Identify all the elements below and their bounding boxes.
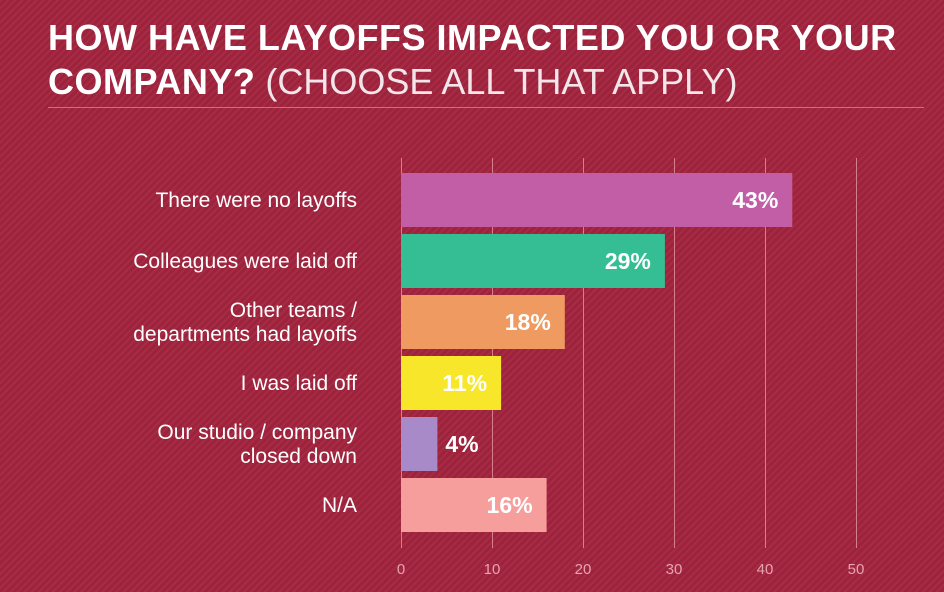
category-label-line: Other teams / bbox=[230, 299, 357, 322]
bar bbox=[401, 417, 438, 471]
category-label: Other teams / departments had layoffs bbox=[133, 299, 357, 346]
x-tick-label: 10 bbox=[484, 561, 501, 578]
category-label: There were no layoffs bbox=[155, 189, 357, 212]
data-label: 16% bbox=[487, 492, 533, 518]
data-label: 18% bbox=[505, 309, 551, 335]
bars: 43% 29% 18% 11% 4% 16% bbox=[401, 173, 793, 532]
category-label-line: I was laid off bbox=[241, 372, 358, 395]
category-labels: There were no layoffs Colleagues were lai… bbox=[133, 189, 357, 517]
category-label-line: There were no layoffs bbox=[155, 189, 357, 212]
x-tick-label: 30 bbox=[666, 561, 683, 578]
x-tick-label: 50 bbox=[848, 561, 865, 578]
title-divider bbox=[48, 107, 924, 108]
chart-title-main: HOW HAVE LAYOFFS IMPACTED YOU OR YOUR CO… bbox=[48, 17, 897, 102]
bar bbox=[401, 173, 793, 227]
category-label: Colleagues were laid off bbox=[133, 250, 357, 273]
category-label-line: departments had layoffs bbox=[133, 323, 357, 346]
category-label-line: Colleagues were laid off bbox=[133, 250, 357, 273]
chart-title-subtitle: (CHOOSE ALL THAT APPLY) bbox=[265, 61, 738, 102]
chart-title: HOW HAVE LAYOFFS IMPACTED YOU OR YOUR CO… bbox=[48, 16, 928, 104]
data-label: 11% bbox=[442, 370, 487, 396]
category-label-line: closed down bbox=[240, 445, 357, 468]
data-label: 43% bbox=[732, 187, 778, 213]
category-label: Our studio / company closed down bbox=[157, 421, 357, 468]
bar bbox=[401, 234, 665, 288]
category-label-line: N/A bbox=[322, 494, 357, 517]
bar bbox=[401, 356, 502, 410]
x-tick-label: 40 bbox=[757, 561, 774, 578]
bar bbox=[401, 295, 565, 349]
x-axis-ticks: 0 10 20 30 40 50 bbox=[397, 561, 865, 578]
data-label: 29% bbox=[605, 248, 651, 274]
category-label: N/A bbox=[322, 494, 357, 517]
category-label: I was laid off bbox=[241, 372, 358, 395]
x-tick-label: 20 bbox=[575, 561, 592, 578]
x-tick-label: 0 bbox=[397, 561, 405, 578]
data-label: 4% bbox=[445, 431, 478, 457]
bar bbox=[401, 478, 547, 532]
category-label-line: Our studio / company bbox=[157, 421, 357, 444]
